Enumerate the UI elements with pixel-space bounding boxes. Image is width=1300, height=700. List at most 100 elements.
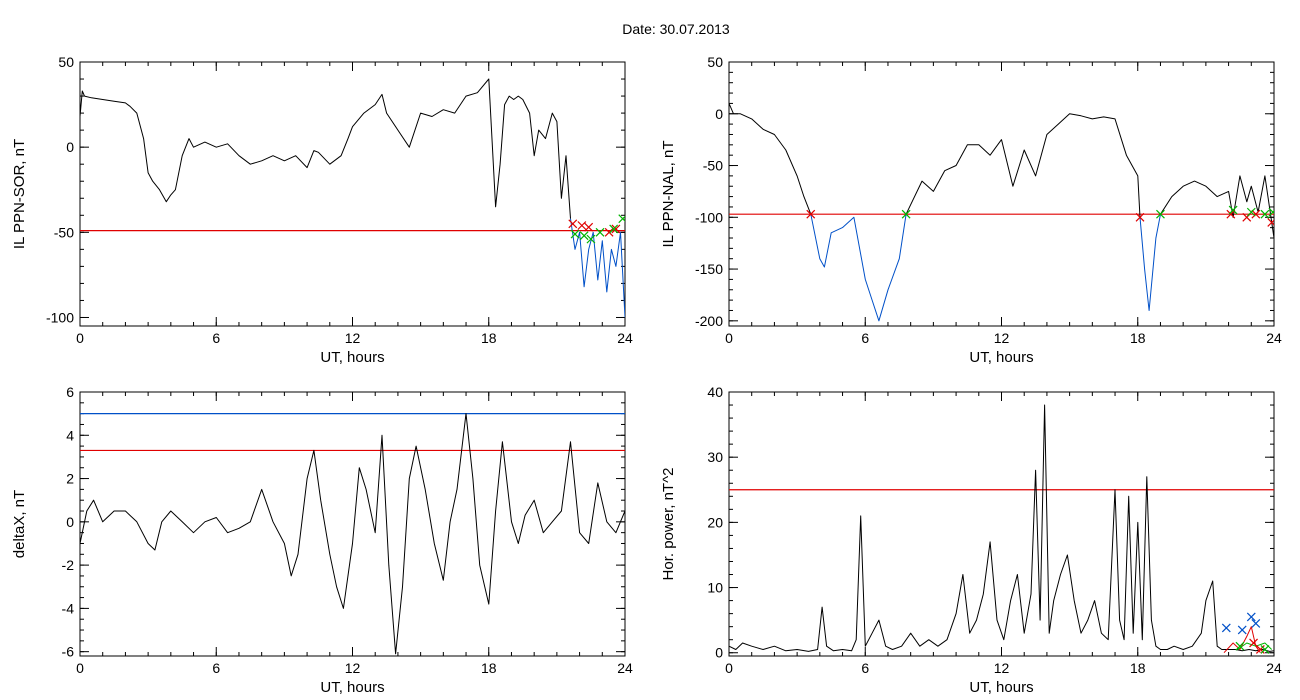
x-tick-label: 24: [1266, 330, 1282, 346]
x-marker: [1226, 209, 1236, 219]
x-marker: [1260, 645, 1270, 654]
x-axis-label: UT, hours: [969, 349, 1033, 366]
y-tick-label: -6: [62, 644, 75, 660]
x-tick-label: 12: [994, 660, 1010, 676]
x-marker: [1251, 209, 1261, 219]
x-tick-label: 0: [76, 660, 84, 676]
x-tick-label: 24: [617, 660, 633, 676]
series-line: [80, 78, 571, 219]
plot-area: [80, 78, 625, 318]
series-line: [570, 218, 625, 318]
x-marker: [584, 222, 594, 232]
x-tick-label: 12: [345, 660, 361, 676]
y-tick-label: 0: [66, 139, 74, 155]
x-tick-label: 18: [481, 330, 497, 346]
series-line: [905, 113, 1141, 218]
x-tick-label: 6: [861, 660, 869, 676]
y-tick-label: 30: [707, 449, 723, 465]
panel-p2: 0 6 12 18 24 -200 -150 -100 -50 0 50 UT, hours IL PP…: [660, 54, 1282, 366]
y-tick-label: -4: [62, 600, 75, 616]
x-marker: [586, 234, 596, 244]
x-marker: [1221, 623, 1231, 633]
x-marker: [901, 209, 911, 219]
y-tick-label: 50: [58, 54, 74, 70]
y-tick-label: 0: [66, 514, 74, 530]
y-axis-label: IL PPN-SOR, nT: [11, 139, 28, 249]
y-tick-label: -50: [703, 158, 723, 174]
x-tick-label: 18: [481, 660, 497, 676]
y-axis-label: Hor. power, nT^2: [660, 468, 677, 581]
x-marker: [579, 231, 589, 241]
series-line: [1237, 642, 1273, 650]
series-line: [729, 103, 812, 215]
x-marker: [1246, 612, 1256, 622]
plot-area: [729, 103, 1274, 322]
x-tick-label: 18: [1130, 660, 1146, 676]
y-tick-label: 6: [66, 384, 74, 400]
x-marker: [618, 214, 625, 224]
x-tick-label: 0: [76, 330, 84, 346]
y-tick-label: 10: [707, 580, 723, 596]
x-marker: [595, 227, 605, 237]
y-tick-label: -100: [695, 209, 723, 225]
x-marker: [1268, 207, 1274, 217]
x-marker: [806, 209, 816, 219]
plot-area: [80, 413, 625, 655]
y-tick-label: 0: [715, 645, 723, 661]
x-marker: [611, 224, 621, 234]
y-tick-label: 50: [707, 54, 723, 70]
x-marker: [1235, 641, 1245, 651]
x-marker: [1246, 207, 1256, 217]
y-tick-label: -150: [695, 261, 723, 277]
x-marker: [577, 221, 587, 230]
y-tick-label: -200: [695, 313, 723, 329]
y-tick-label: -2: [62, 557, 75, 573]
y-tick-label: 2: [66, 471, 74, 487]
plot-area: [729, 404, 1274, 654]
y-axis-label: deltaX, nT: [11, 490, 28, 558]
x-tick-label: 24: [1266, 660, 1282, 676]
x-tick-label: 12: [345, 330, 361, 346]
y-axis-label: IL PPN-NAL, nT: [660, 141, 677, 248]
x-marker: [1237, 625, 1247, 635]
figure-title: Date: 30.07.2013: [622, 21, 730, 37]
series-line: [1160, 175, 1274, 239]
x-marker: [1135, 212, 1145, 222]
y-tick-label: 4: [66, 427, 74, 443]
x-marker: [1156, 209, 1165, 219]
x-axis-label: UT, hours: [320, 349, 384, 366]
y-tick-label: 0: [715, 106, 723, 122]
x-marker: [1260, 209, 1270, 219]
x-tick-label: 18: [1130, 330, 1146, 346]
x-axis-label: UT, hours: [320, 679, 384, 696]
x-tick-label: 0: [725, 330, 733, 346]
x-tick-label: 12: [994, 330, 1010, 346]
x-tick-label: 6: [212, 330, 220, 346]
series-line: [1139, 214, 1161, 311]
x-tick-label: 24: [617, 330, 633, 346]
x-axis-label: UT, hours: [969, 679, 1033, 696]
x-marker: [1251, 618, 1261, 628]
y-tick-label: -50: [54, 224, 74, 240]
series-line: [80, 413, 625, 655]
x-marker: [609, 224, 619, 234]
x-marker: [604, 227, 614, 237]
panel-p4: 0 6 12 18 24 0 10 20 30 40 UT, hours Hor. power, nT…: [660, 384, 1282, 696]
x-tick-label: 6: [861, 330, 869, 346]
x-marker: [1228, 205, 1238, 215]
x-tick-label: 0: [725, 660, 733, 676]
x-marker: [568, 219, 578, 229]
panel-p1: 0 6 12 18 24 -100 -50 0 50 UT, hours IL PPN-SOR, n…: [11, 54, 633, 366]
y-tick-label: -100: [46, 309, 74, 325]
x-marker: [1267, 218, 1274, 227]
x-tick-label: 6: [212, 660, 220, 676]
y-tick-label: 40: [707, 384, 723, 400]
x-marker: [570, 229, 580, 239]
series-line: [810, 214, 907, 322]
series-line: [729, 404, 1274, 652]
y-tick-label: 20: [707, 514, 723, 530]
